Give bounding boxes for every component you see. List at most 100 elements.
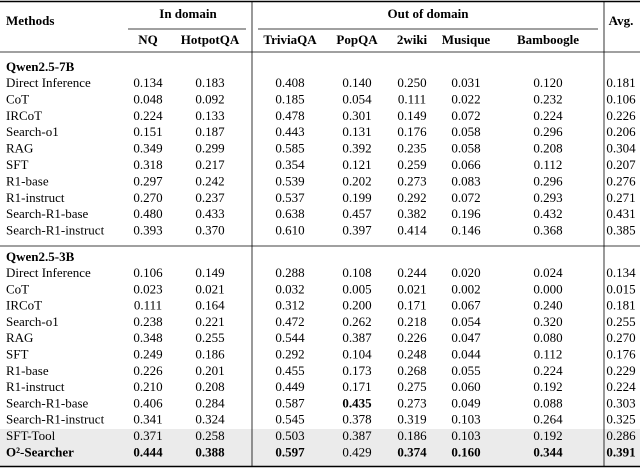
cell-value: 0.048 <box>133 91 162 106</box>
cell-value: 0.354 <box>275 157 305 172</box>
method-name: Search-R1-base <box>6 206 89 221</box>
cell-value: 0.431 <box>606 206 635 221</box>
cell-value: 0.638 <box>275 206 304 221</box>
cell-value: 0.229 <box>606 363 635 378</box>
cell-value: 0.344 <box>533 444 563 459</box>
cell-value: 0.296 <box>533 124 563 139</box>
highlight-band <box>0 429 640 466</box>
cell-value: 0.284 <box>195 395 225 410</box>
cell-value: 0.186 <box>195 346 225 361</box>
methods-header: Methods <box>6 13 54 28</box>
cell-value: 0.221 <box>195 314 224 329</box>
cell-value: 0.226 <box>397 330 427 345</box>
method-name: Direct Inference <box>6 265 91 280</box>
cell-value: 0.276 <box>606 173 636 188</box>
cell-value: 0.151 <box>133 124 162 139</box>
cell-value: 0.585 <box>275 141 304 156</box>
cell-value: 0.455 <box>275 363 304 378</box>
cell-value: 0.250 <box>397 75 426 90</box>
cell-value: 0.258 <box>195 428 224 443</box>
cell-value: 0.387 <box>342 428 372 443</box>
cell-value: 0.131 <box>342 124 371 139</box>
cell-value: 0.044 <box>451 346 481 361</box>
cell-value: 0.232 <box>533 91 562 106</box>
cell-value: 0.270 <box>133 190 162 205</box>
cell-value: 0.371 <box>133 428 162 443</box>
method-name: SFT-Tool <box>6 428 56 443</box>
cell-value: 0.432 <box>533 206 562 221</box>
avg-header: Avg. <box>609 13 634 28</box>
cell-value: 0.288 <box>275 265 304 280</box>
cell-value: 0.020 <box>451 265 480 280</box>
cell-value: 0.385 <box>606 223 635 238</box>
cell-value: 0.378 <box>342 412 371 427</box>
cell-value: 0.388 <box>195 444 225 459</box>
cell-value: 0.023 <box>133 281 162 296</box>
cell-value: 0.478 <box>275 108 304 123</box>
cell-value: 0.208 <box>195 379 224 394</box>
cell-value: 0.587 <box>275 395 305 410</box>
cell-value: 0.324 <box>195 412 225 427</box>
cell-value: 0.111 <box>398 91 426 106</box>
cell-value: 0.224 <box>133 108 163 123</box>
cell-value: 0.218 <box>397 314 426 329</box>
cell-value: 0.299 <box>195 141 224 156</box>
cell-value: 0.005 <box>342 281 371 296</box>
cell-value: 0.031 <box>451 75 480 90</box>
cell-value: 0.171 <box>342 379 371 394</box>
cell-value: 0.199 <box>342 190 371 205</box>
cell-value: 0.271 <box>606 190 635 205</box>
cell-value: 0.103 <box>451 428 480 443</box>
method-name: O²-Searcher <box>6 444 74 459</box>
cell-value: 0.273 <box>397 395 426 410</box>
cell-value: 0.200 <box>342 298 371 313</box>
cell-value: 0.392 <box>342 141 371 156</box>
cell-value: 0.275 <box>397 379 426 394</box>
method-name: RAG <box>6 330 33 345</box>
cell-value: 0.054 <box>451 314 481 329</box>
cell-value: 0.055 <box>451 363 480 378</box>
cell-value: 0.382 <box>397 206 426 221</box>
cell-value: 0.544 <box>275 330 305 345</box>
cell-value: 0.237 <box>195 190 225 205</box>
cell-value: 0.268 <box>397 363 426 378</box>
cell-value: 0.171 <box>397 298 426 313</box>
cell-value: 0.325 <box>606 412 635 427</box>
cell-value: 0.244 <box>397 265 427 280</box>
column-header: HotpotQA <box>181 32 240 47</box>
cell-value: 0.120 <box>533 75 562 90</box>
cell-value: 0.183 <box>195 75 224 90</box>
cell-value: 0.000 <box>533 281 562 296</box>
method-name: Direct Inference <box>6 75 91 90</box>
cell-value: 0.049 <box>451 395 480 410</box>
cell-value: 0.206 <box>606 124 636 139</box>
cell-value: 0.387 <box>342 330 372 345</box>
cell-value: 0.249 <box>133 346 162 361</box>
cell-value: 0.181 <box>606 298 635 313</box>
method-name: SFT <box>6 157 28 172</box>
cell-value: 0.224 <box>533 363 563 378</box>
cell-value: 0.457 <box>342 206 372 221</box>
cell-value: 0.181 <box>606 75 635 90</box>
cell-value: 0.537 <box>275 190 305 205</box>
cell-value: 0.370 <box>195 223 224 238</box>
method-name: R1-base <box>6 173 49 188</box>
cell-value: 0.092 <box>195 91 224 106</box>
cell-value: 0.224 <box>606 379 636 394</box>
cell-value: 0.320 <box>533 314 562 329</box>
cell-value: 0.106 <box>133 265 163 280</box>
cell-value: 0.002 <box>451 281 480 296</box>
cell-value: 0.286 <box>606 428 636 443</box>
method-name: IRCoT <box>6 298 42 313</box>
method-name: R1-instruct <box>6 190 65 205</box>
cell-value: 0.202 <box>342 173 371 188</box>
cell-value: 0.255 <box>606 314 635 329</box>
cell-value: 0.185 <box>275 91 304 106</box>
cell-value: 0.103 <box>451 412 480 427</box>
method-name: SFT <box>6 346 28 361</box>
column-header: 2wiki <box>397 32 428 47</box>
cell-value: 0.134 <box>133 75 163 90</box>
cell-value: 0.164 <box>195 298 225 313</box>
method-name: R1-instruct <box>6 379 65 394</box>
